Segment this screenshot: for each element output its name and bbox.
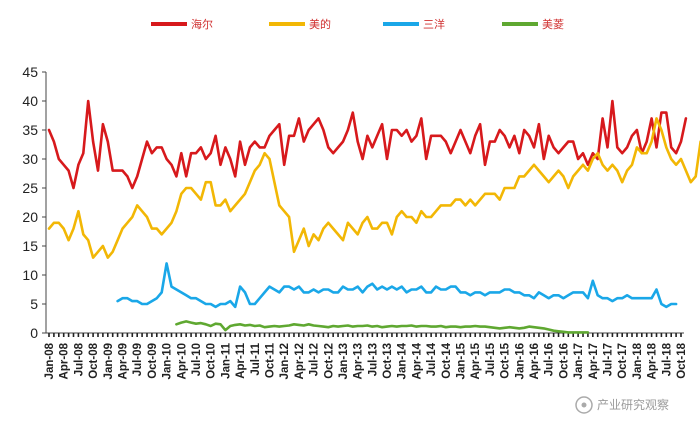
x-tick-label: Jan-12 [279, 343, 291, 379]
x-tick-label: Oct-15 [500, 342, 512, 378]
x-tick-label: Apr-12 [294, 343, 306, 379]
watermark-text: 产业研究观察 [597, 397, 669, 412]
y-tick-label: 40 [22, 93, 38, 109]
y-tick-label: 15 [22, 238, 38, 254]
x-tick-label: Jan-10 [162, 343, 174, 379]
series-line-3 [116, 262, 678, 309]
x-tick-label: Oct-11 [264, 342, 276, 378]
watermark-logo-icon-dot [581, 402, 587, 408]
y-tick-label: 10 [22, 267, 38, 283]
legend-label: 美菱 [542, 18, 564, 31]
x-tick-label: Jan-18 [632, 342, 644, 379]
y-tick-label: 0 [30, 325, 38, 341]
x-tick-label: Jul-11 [250, 342, 262, 375]
x-tick-label: Jan-14 [397, 342, 409, 379]
x-tick-label: Oct-10 [206, 343, 218, 379]
x-tick-label: Oct-18 [676, 342, 688, 378]
x-tick-label: Jan-08 [44, 342, 56, 379]
x-axis-ticks: Jan-08 Apr-08 Jul-08 Oct-08 Jan-09 Apr-09 Jul-… [44, 342, 688, 379]
x-tick-label: Jul-18 [661, 342, 673, 376]
x-tick-label: Jul-17 [603, 343, 615, 376]
x-tick-label: Apr-14 [411, 342, 423, 379]
x-tick-label: Apr-18 [647, 342, 659, 379]
x-tick-label: Oct-13 [382, 343, 394, 379]
x-tick-label: Jul-15 [485, 342, 497, 376]
legend-label: 三洋 [423, 17, 445, 31]
x-tick-label: Apr-09 [117, 343, 129, 379]
x-tick-label: Jul-12 [309, 343, 321, 376]
x-tick-label: Jan-13 [338, 343, 350, 379]
x-tick-label: Apr-15 [470, 342, 482, 379]
x-tick-label: Jul-09 [132, 343, 144, 376]
y-tick-label: 25 [22, 180, 38, 196]
x-tick-label: Jul-10 [191, 343, 203, 376]
x-tick-label: Oct-14 [441, 342, 453, 378]
x-tick-label: Apr-08 [59, 342, 71, 379]
legend-label: 美的 [309, 17, 331, 31]
legend-label: 海尔 [191, 17, 213, 31]
x-tick-label: Jan-11 [220, 342, 232, 378]
x-tick-label: Oct-09 [147, 343, 159, 379]
x-tick-label: Apr-17 [588, 343, 600, 379]
x-tick-label: Jan-09 [103, 343, 115, 379]
y-tick-label: 5 [30, 296, 38, 312]
x-tick-label: Apr-16 [529, 343, 541, 379]
y-tick-label: 45 [22, 64, 38, 80]
x-tick-label: Oct-08 [88, 342, 100, 378]
legend: 海尔 美的 三洋 美菱 [151, 17, 564, 31]
x-tick-label: Jul-14 [426, 342, 438, 376]
watermark: 产业研究观察 [575, 396, 669, 414]
series-line-4 [175, 320, 590, 334]
x-tick-label: Apr-13 [353, 343, 365, 379]
y-tick-label: 30 [22, 151, 38, 167]
x-tick-label: Apr-10 [176, 343, 188, 379]
x-tick-label: Jul-16 [544, 343, 556, 376]
series-line-2 [47, 117, 700, 259]
x-tick-label: Oct-16 [558, 343, 570, 379]
series-line-1 [47, 99, 688, 190]
x-tick-label: Oct-12 [323, 343, 335, 379]
x-tick-label: Jan-15 [456, 342, 468, 379]
axes: 0 5 10 15 20 25 30 35 40 45 [22, 64, 684, 341]
x-tick-label: Jul-08 [73, 342, 85, 376]
y-tick-label: 20 [22, 209, 38, 225]
x-tick-label: Oct-17 [617, 343, 629, 379]
x-tick-label: Jan-16 [514, 343, 526, 379]
x-tick-label: Apr-11 [235, 342, 247, 378]
x-tick-label: Jan-17 [573, 343, 585, 379]
series-layer [47, 99, 700, 334]
watermark-logo-icon [575, 396, 593, 414]
y-tick-label: 35 [22, 122, 38, 138]
x-tick-label: Jul-13 [367, 343, 379, 376]
